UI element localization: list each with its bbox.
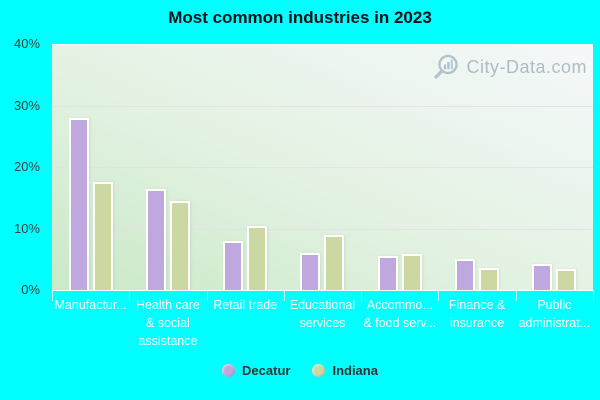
x-axis-tick-0 xyxy=(52,290,53,301)
bar-indiana-7 xyxy=(556,269,577,290)
legend-label-indiana: Indiana xyxy=(332,363,378,378)
bar-decatur-7 xyxy=(532,264,553,290)
x-axis-tick-1 xyxy=(129,290,131,301)
gridline-10 xyxy=(52,228,593,230)
x-axis-label-1: Manufactur... xyxy=(54,298,127,312)
legend-entry-decatur: Decatur xyxy=(222,363,290,378)
x-axis-tick-7 xyxy=(593,290,594,301)
watermark: City-Data.com xyxy=(432,52,587,82)
legend-label-decatur: Decatur xyxy=(242,363,291,378)
gridline-20 xyxy=(52,167,593,168)
x-axis-tick-2 xyxy=(206,290,208,301)
y-axis-label-10: 10% xyxy=(13,220,40,236)
bar-indiana-6 xyxy=(479,267,500,290)
bar-decatur-1 xyxy=(68,117,89,290)
category-group-1 xyxy=(52,44,129,290)
bar-decatur-4 xyxy=(300,253,321,290)
y-axis-label-40: 40% xyxy=(13,36,40,51)
x-axis-label-6: Finance & insurance xyxy=(448,298,506,330)
bar-decatur-2 xyxy=(145,188,166,290)
category-group-2 xyxy=(129,44,206,290)
gridline-30 xyxy=(52,105,593,107)
y-axis-label-0: 0% xyxy=(21,282,40,297)
legend-entry-indiana: Indiana xyxy=(312,363,378,378)
y-axis-label-20: 20% xyxy=(13,159,40,174)
gridline-40 xyxy=(52,44,593,45)
chart-title: Most common industries in 2023 xyxy=(168,8,432,27)
bar-decatur-3 xyxy=(223,240,244,290)
city-data-magnifier-icon xyxy=(432,52,462,82)
category-group-6 xyxy=(438,44,515,290)
y-axis-label-30: 30% xyxy=(13,97,40,113)
bar-indiana-3 xyxy=(247,226,268,290)
x-axis-tick-5 xyxy=(438,290,440,301)
category-group-4 xyxy=(284,44,361,290)
x-axis-label-3: Retail trade xyxy=(213,298,278,312)
legend-dot-indiana xyxy=(312,364,326,377)
x-axis-label-4: Educational services xyxy=(289,298,356,330)
category-group-3 xyxy=(207,44,284,290)
x-axis-label-5: Accommo... & food serv... xyxy=(363,298,437,330)
bar-indiana-1 xyxy=(92,182,113,290)
x-axis-tick-3 xyxy=(283,290,285,301)
legend-dot-decatur xyxy=(222,364,236,377)
bar-indiana-4 xyxy=(324,234,345,290)
plot-area xyxy=(52,44,593,291)
category-group-5 xyxy=(361,44,438,290)
x-axis-tick-4 xyxy=(361,290,363,301)
x-axis-label-2: Health care & social assistance xyxy=(135,298,200,348)
x-axis-label-7: Public administrat... xyxy=(518,298,591,330)
bar-decatur-5 xyxy=(377,255,398,290)
watermark-text: City-Data.com xyxy=(466,56,587,77)
bar-indiana-2 xyxy=(169,200,190,290)
bar-indiana-5 xyxy=(401,254,422,290)
x-axis-tick-6 xyxy=(515,290,517,301)
category-group-7 xyxy=(516,44,593,290)
chart-legend: Decatur Indiana xyxy=(0,363,600,378)
bar-decatur-6 xyxy=(455,259,476,290)
